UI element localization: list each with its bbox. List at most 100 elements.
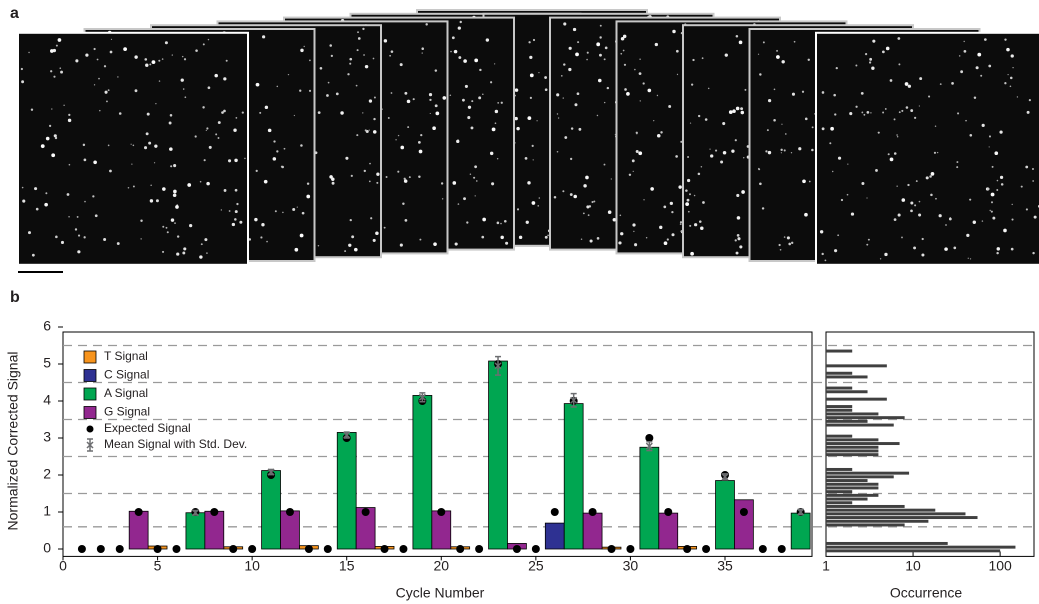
spot (553, 196, 557, 199)
spot (77, 234, 81, 237)
spot (376, 172, 380, 176)
mean-marker (570, 396, 578, 404)
spot (372, 57, 375, 60)
spot (372, 238, 376, 243)
spot (918, 105, 920, 107)
spot (494, 122, 497, 125)
spot (656, 94, 659, 97)
spot (140, 238, 142, 240)
spot (758, 168, 761, 171)
spot (21, 80, 25, 84)
spot (586, 205, 590, 209)
spot (340, 111, 344, 115)
spot (735, 106, 740, 111)
spot (871, 66, 875, 70)
spot (183, 247, 187, 251)
spot (206, 181, 210, 186)
spot (306, 182, 310, 185)
spot (419, 238, 422, 241)
spot (233, 128, 237, 132)
mean-marker (191, 509, 199, 517)
spot (404, 218, 408, 222)
spot (172, 193, 177, 198)
spot (710, 154, 714, 158)
spot (861, 182, 865, 186)
spot (51, 153, 56, 158)
spot (907, 183, 910, 187)
expected-dot (702, 545, 711, 553)
spot (593, 200, 596, 203)
spot (173, 164, 177, 168)
spot (596, 237, 600, 240)
spot (568, 46, 572, 50)
error-bar (418, 392, 426, 403)
image (815, 31, 1039, 266)
spot (855, 105, 858, 108)
spot (781, 123, 783, 125)
spot (867, 238, 870, 241)
histogram-bar (826, 512, 966, 516)
spot (261, 223, 265, 227)
spot (473, 176, 476, 179)
spot (154, 144, 158, 148)
spot (686, 178, 691, 183)
spot (938, 214, 942, 218)
spot (632, 170, 634, 172)
bar (582, 512, 603, 550)
spot (1009, 85, 1012, 88)
spot (299, 89, 302, 92)
spot (169, 147, 173, 151)
spot (22, 199, 26, 203)
spot (860, 91, 864, 95)
spot (834, 249, 838, 253)
histogram-bar (826, 501, 853, 505)
spot (45, 192, 48, 195)
x-tick-label: 10 (244, 558, 260, 574)
spot (362, 27, 365, 31)
spot (996, 247, 1001, 251)
spot (988, 146, 990, 148)
spot (123, 47, 127, 51)
spot (960, 70, 964, 74)
spot (418, 175, 421, 179)
spot (639, 100, 641, 102)
spot (722, 150, 727, 155)
spot (790, 152, 793, 154)
spot (879, 258, 882, 260)
spot (440, 182, 444, 185)
spot (632, 223, 636, 227)
spot (223, 109, 226, 113)
legend-label: T Signal (104, 349, 148, 363)
spot (130, 143, 132, 145)
spot (734, 139, 737, 142)
histogram-bar (826, 467, 853, 471)
histogram-bar (826, 453, 879, 457)
spot (638, 72, 642, 76)
spot (650, 187, 654, 191)
histogram-bar (826, 445, 879, 449)
spot (897, 213, 901, 217)
spot (496, 221, 500, 225)
spot (264, 105, 269, 110)
expected-dot (550, 508, 559, 516)
spot (740, 110, 745, 115)
spot (151, 60, 156, 64)
spot (132, 144, 135, 147)
spot (980, 74, 983, 77)
bar (658, 512, 679, 550)
spot (244, 157, 246, 160)
spot (739, 245, 743, 249)
spot (618, 241, 622, 245)
spot (31, 253, 35, 257)
histogram-bar (826, 516, 978, 520)
spot (272, 157, 277, 161)
legend-label: Expected Signal (104, 421, 191, 435)
spot (738, 40, 743, 45)
mean-marker (343, 431, 351, 439)
spot (351, 235, 355, 239)
spot (248, 238, 252, 241)
spot (223, 189, 227, 192)
spot (387, 116, 390, 119)
spot (1011, 203, 1013, 206)
spot (737, 237, 741, 241)
